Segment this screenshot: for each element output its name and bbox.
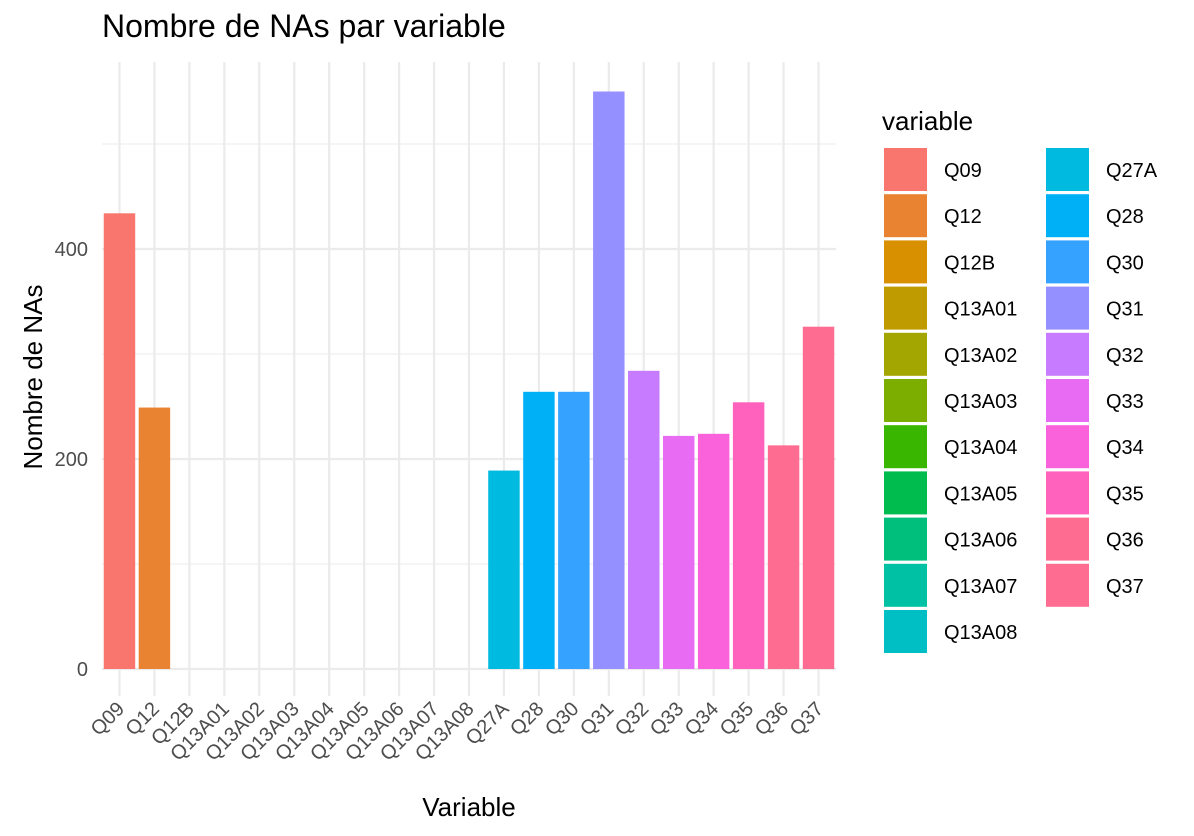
legend-key-q13a07 (884, 563, 927, 607)
bar-q34 (697, 433, 730, 669)
legend-label: Q27A (1106, 160, 1158, 182)
legend-key-q30 (1046, 240, 1089, 284)
bar-q35 (732, 402, 765, 669)
x-tick-label: Q31 (576, 698, 618, 740)
legend-label: Q35 (1106, 483, 1144, 505)
bar-q12 (138, 407, 171, 669)
legend-label: Q09 (944, 160, 982, 182)
x-axis-title: Variable (422, 792, 515, 822)
legend-key-q13a03 (884, 379, 927, 422)
x-tick-label: Q30 (541, 698, 583, 740)
legend-label: Q13A02 (944, 345, 1017, 367)
bar-q30 (558, 391, 590, 669)
x-tick-label: Q33 (646, 698, 688, 740)
legend-label: Q12 (944, 206, 982, 228)
x-tick-label: Q37 (786, 698, 828, 740)
legend-label: Q13A04 (944, 437, 1017, 459)
legend-label: Q12B (944, 252, 995, 274)
legend-label: Q13A07 (944, 576, 1017, 598)
legend-label: Q13A01 (944, 299, 1017, 321)
legend-key-q36 (1046, 517, 1089, 561)
x-tick-label: Q35 (716, 698, 758, 740)
bar-q27a (488, 470, 520, 669)
bar-q37 (802, 326, 835, 669)
legend-key-q13a06 (884, 517, 927, 561)
legend-key-q37 (1046, 563, 1089, 607)
x-tick-label: Q09 (87, 698, 129, 740)
legend-key-q12 (884, 194, 927, 238)
x-tick-label: Q34 (681, 698, 723, 740)
legend-key-q32 (1046, 332, 1089, 376)
legend-label: Q31 (1106, 299, 1144, 321)
legend-key-q13a05 (884, 471, 927, 515)
bar-q31 (593, 91, 625, 669)
legend-key-q31 (1046, 286, 1089, 330)
legend-key-q34 (1046, 425, 1089, 469)
y-tick-label: 0 (77, 659, 88, 681)
chart-title: Nombre de NAs par variable (102, 8, 506, 44)
legend-label: Q13A08 (944, 622, 1017, 644)
legend-label: Q34 (1106, 437, 1144, 459)
legend-key-q13a08 (884, 610, 927, 653)
x-tick-label: Q28 (506, 698, 548, 740)
legend-label: Q33 (1106, 391, 1144, 413)
legend-label: Q28 (1106, 206, 1144, 228)
legend-key-q28 (1046, 194, 1089, 238)
bar-q32 (628, 370, 660, 669)
legend-label: Q30 (1106, 252, 1144, 274)
bar-q28 (523, 391, 555, 669)
bar-q36 (767, 445, 800, 669)
x-tick-label: Q36 (751, 698, 793, 740)
legend-key-q13a04 (884, 425, 927, 469)
legend-label: Q13A03 (944, 391, 1017, 413)
legend-key-q33 (1046, 379, 1089, 422)
legend-key-q35 (1046, 471, 1089, 515)
legend-key-q12b (884, 240, 927, 284)
legend-key-q13a01 (884, 286, 927, 330)
legend-label: Q13A06 (944, 530, 1017, 552)
legend-key-q09 (884, 148, 927, 191)
legend-title: variable (882, 106, 973, 136)
legend-key-q13a02 (884, 332, 927, 376)
legend-label: Q37 (1106, 576, 1144, 598)
legend-label: Q36 (1106, 530, 1144, 552)
legend-label: Q13A05 (944, 483, 1017, 505)
bar-q33 (662, 435, 695, 669)
y-tick-label: 200 (55, 449, 88, 471)
legend-key-q27a (1046, 148, 1089, 191)
bar-q09 (103, 213, 136, 670)
y-axis-title: Nombre de NAs (18, 285, 48, 470)
x-tick-label: Q32 (611, 698, 653, 740)
legend-label: Q32 (1106, 345, 1144, 367)
y-tick-label: 400 (55, 239, 88, 261)
